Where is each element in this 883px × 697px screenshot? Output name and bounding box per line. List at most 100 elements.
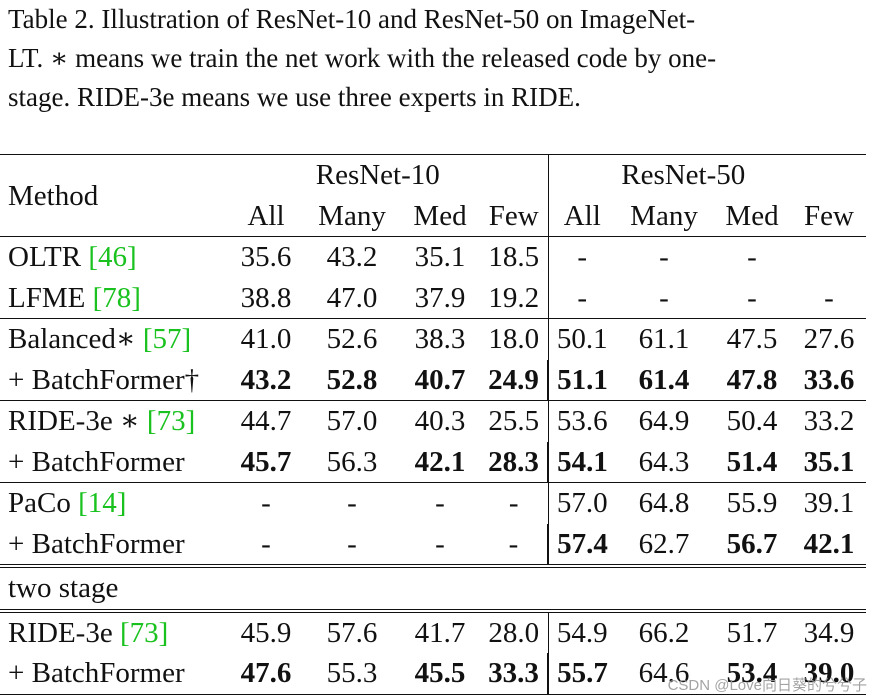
value-cell: 40.3 [414, 405, 466, 438]
method-cell: + BatchFormer [8, 527, 185, 560]
value-cell: - [347, 527, 357, 560]
value-cell: - [508, 487, 519, 520]
value-cell: 57.0 [326, 405, 378, 438]
group-header-resnet10: ResNet-10 [315, 159, 440, 192]
value-cell: - [747, 281, 757, 314]
value-cell: 35.6 [240, 241, 292, 274]
section-label: two stage [8, 572, 119, 605]
value-cell: - [435, 487, 445, 520]
results-table: Method ResNet-10 ResNet-50 All Many Med … [0, 154, 866, 695]
value-cell: - [824, 281, 834, 314]
caption-line-1: Table 2. Illustration of ResNet-10 and R… [8, 4, 696, 34]
value-cell: 64.3 [638, 445, 690, 478]
value-cell: 54.1 [547, 441, 616, 483]
value-cell: 47.8 [726, 363, 778, 396]
value-cell: 41.7 [414, 616, 466, 649]
value-cell: - [747, 241, 757, 274]
citation-link[interactable]: [78] [92, 281, 141, 314]
value-cell: 38.3 [414, 323, 466, 356]
table-row: OLTR [46] 35.6 43.2 35.1 18.5 - - - [0, 236, 866, 278]
value-cell: 33.6 [803, 363, 855, 396]
value-cell: 40.7 [414, 363, 466, 396]
value-cell: 35.1 [803, 445, 855, 478]
value-cell: - [547, 236, 616, 278]
value-cell: 47.5 [726, 323, 778, 356]
value-cell: 52.6 [326, 323, 378, 356]
col-header: All [247, 199, 285, 232]
table-row: RIDE-3e ∗ [73] 44.7 57.0 40.3 25.5 53.6 … [0, 400, 866, 442]
value-cell: 18.5 [488, 241, 540, 274]
citation-link[interactable]: [14] [78, 487, 127, 520]
caption-line-2: LT. ∗ means we train the net work with t… [8, 43, 717, 73]
citation-link[interactable]: [57] [142, 323, 192, 356]
value-cell: 53.6 [547, 400, 616, 442]
col-header: Many [630, 199, 698, 232]
value-cell: 39.1 [803, 487, 855, 520]
value-cell: 61.4 [638, 363, 690, 396]
value-cell: 54.9 [547, 610, 616, 653]
value-cell: 55.3 [326, 657, 378, 690]
value-cell: 42.1 [414, 445, 466, 478]
value-cell: 52.8 [326, 363, 378, 396]
value-cell: 55.9 [726, 487, 778, 520]
method-cell: PaCo [14] [8, 487, 127, 520]
value-cell: 57.0 [547, 482, 616, 524]
group-header-resnet50: ResNet-50 [547, 154, 866, 196]
table-row: PaCo [14] - - - - 57.0 64.8 55.9 39.1 [0, 482, 866, 524]
value-cell: 42.1 [803, 527, 855, 560]
value-cell: 25.5 [488, 405, 540, 438]
method-header: Method [8, 179, 99, 212]
col-header: Many [318, 199, 386, 232]
value-cell: 55.7 [547, 653, 616, 694]
value-cell: 43.2 [326, 241, 378, 274]
value-cell: - [261, 487, 271, 520]
section-row: two stage [0, 566, 866, 611]
value-cell: 50.1 [547, 318, 616, 360]
value-cell: - [261, 527, 271, 560]
value-cell: 38.8 [240, 281, 292, 314]
citation-link[interactable]: [73] [146, 405, 196, 438]
table-row: Balanced∗ [57] 41.0 52.6 38.3 18.0 50.1 … [0, 318, 866, 360]
value-cell: 35.1 [414, 241, 466, 274]
value-cell: 64.6 [638, 657, 690, 690]
value-cell: 62.7 [638, 527, 690, 560]
col-header: All [547, 195, 616, 237]
value-cell: 45.7 [240, 445, 292, 478]
value-cell: 57.6 [326, 616, 378, 649]
col-header: Med [725, 199, 779, 232]
value-cell [792, 237, 866, 278]
value-cell: 51.1 [547, 359, 616, 401]
table-row: + BatchFormer - - - - 57.4 62.7 56.7 42.… [0, 523, 866, 566]
value-cell: - [547, 277, 616, 319]
value-cell: 37.9 [414, 281, 466, 314]
value-cell: 56.7 [726, 527, 778, 560]
value-cell: 24.9 [488, 363, 539, 396]
value-cell: 57.4 [547, 523, 616, 566]
value-cell: 28.0 [488, 616, 540, 649]
value-cell: 43.2 [240, 363, 292, 396]
value-cell: 47.6 [240, 657, 292, 690]
value-cell: 51.4 [726, 445, 778, 478]
value-cell: - [435, 527, 445, 560]
value-cell: 53.4 [726, 657, 778, 690]
table-row: + BatchFormer† 43.2 52.8 40.7 24.9 51.1 … [0, 359, 866, 401]
value-cell: - [659, 241, 669, 274]
method-cell: + BatchFormer [8, 445, 185, 478]
value-cell: 33.2 [803, 405, 855, 438]
value-cell: 34.9 [803, 616, 855, 649]
method-cell: Balanced∗ [57] [8, 323, 192, 356]
citation-link[interactable]: [73] [119, 616, 169, 649]
citation-link[interactable]: [46] [88, 241, 137, 274]
value-cell: - [347, 487, 357, 520]
col-header: Med [413, 199, 467, 232]
watermark: CSDN @Love向日葵的兮兮子 [667, 677, 867, 694]
value-cell: 45.9 [240, 616, 292, 649]
value-cell: 44.7 [240, 405, 292, 438]
method-cell: + BatchFormer† [8, 363, 200, 396]
value-cell: 50.4 [726, 405, 778, 438]
table-row: + BatchFormer 47.6 55.3 45.5 33.3 55.7 6… [0, 653, 866, 694]
value-cell: 56.3 [326, 445, 378, 478]
value-cell: 41.0 [240, 323, 292, 356]
value-cell: 64.9 [638, 405, 690, 438]
method-cell: LFME [78] [8, 281, 141, 314]
